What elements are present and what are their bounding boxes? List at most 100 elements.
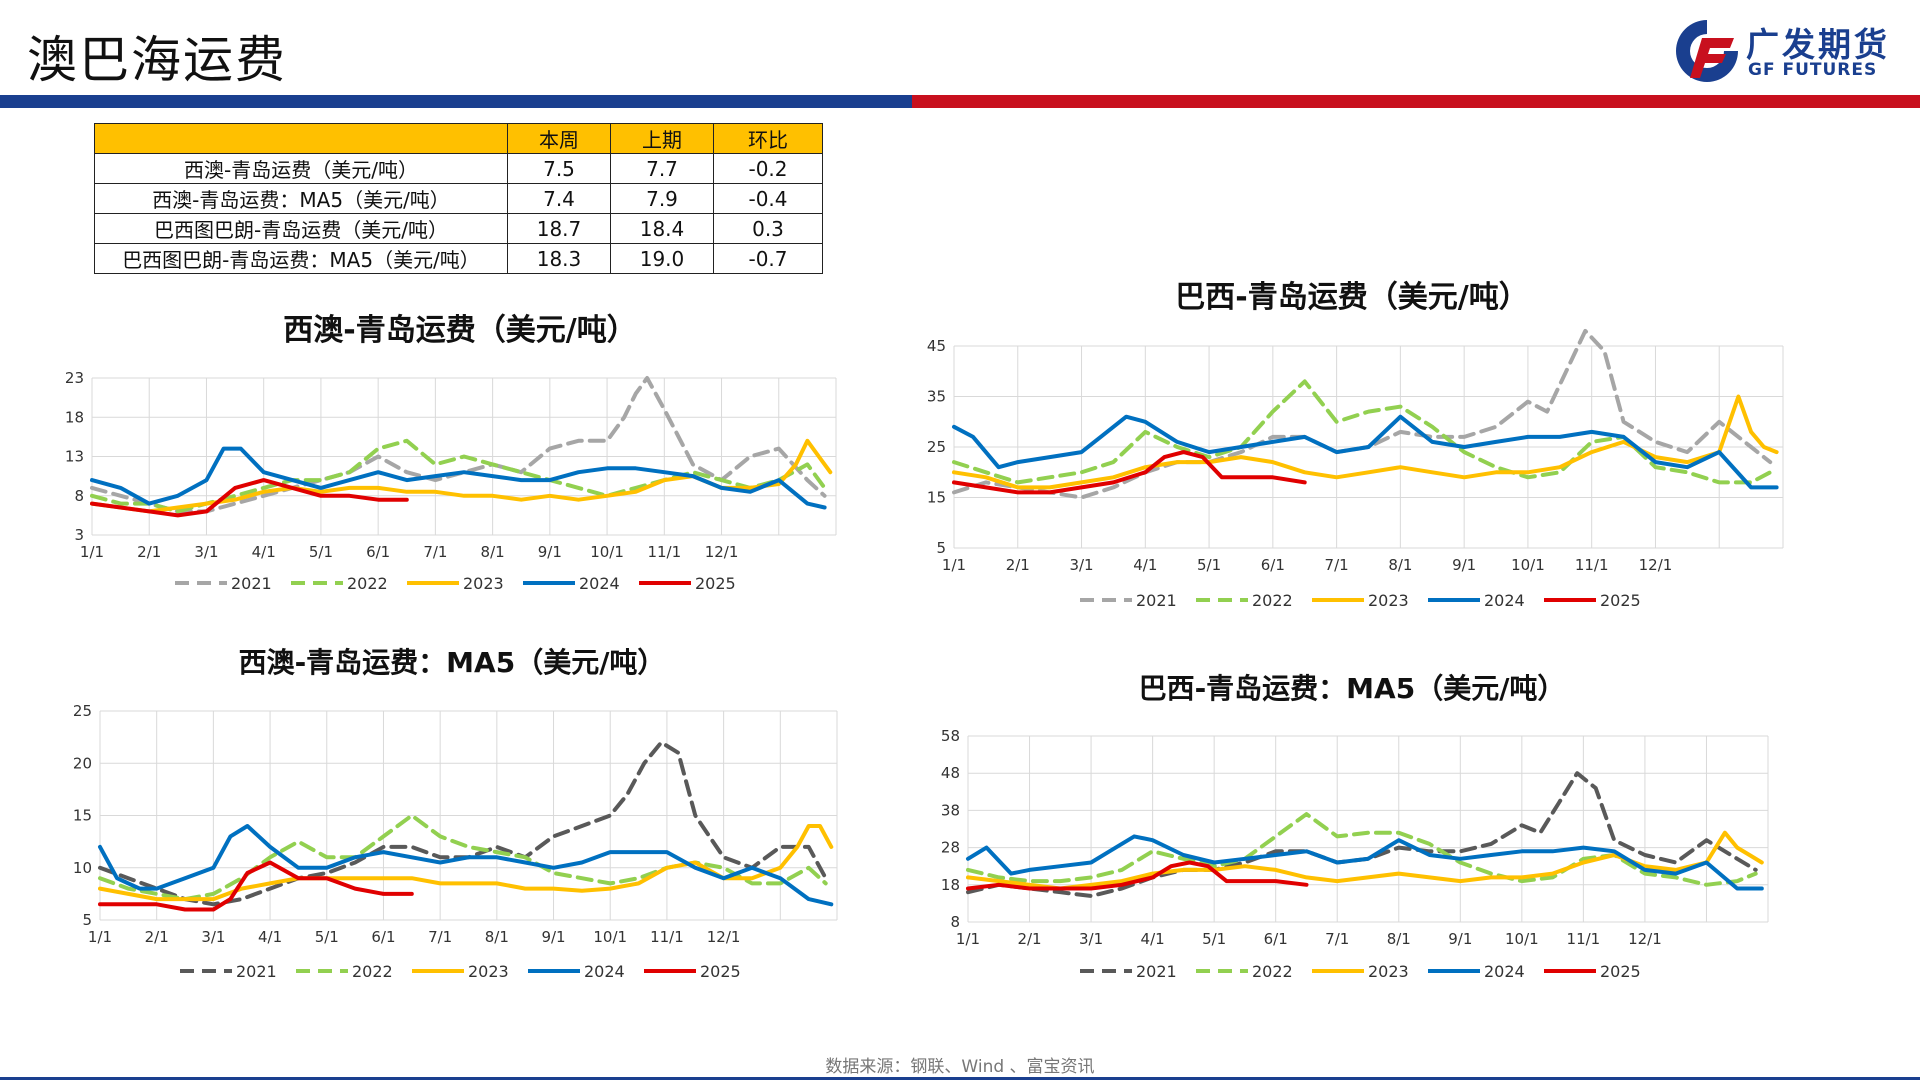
series-line-2023	[90, 438, 833, 514]
y-tick-label: 18	[65, 408, 84, 426]
y-tick-label: 48	[941, 764, 960, 782]
y-tick-label: 35	[927, 388, 946, 406]
table-header-cell: 上期	[610, 123, 714, 154]
table-cell: 巴西图巴朗-青岛运费（美元/吨）	[94, 213, 508, 244]
y-tick-label: 8	[74, 487, 84, 505]
table-cell: 巴西图巴朗-青岛运费：MA5（美元/吨）	[94, 243, 508, 274]
chart-1: 西澳-青岛运费（美元/吨） 3 8 13 18 23 1/1 2/1 3/1 4/1 5/1 6/1 7…	[65, 313, 837, 593]
y-tick-label: 58	[941, 727, 960, 745]
x-tick-label: 3/1	[194, 543, 218, 561]
x-tick-label: 4/1	[1133, 556, 1157, 574]
y-tick-label: 8	[950, 913, 960, 931]
table-header-row: 本周 上期 环比	[94, 123, 823, 154]
series-line-2021	[952, 328, 1773, 500]
legend-label: 2021	[236, 962, 277, 981]
chart-2: 巴西-青岛运费（美元/吨） 5 15 25 35 45 1/1 2/1 3/1 4/1 5/1 6/1…	[927, 280, 1784, 610]
y-tick-label: 15	[73, 807, 92, 825]
x-tick-label: 9/1	[1448, 930, 1472, 948]
y-tick-label: 38	[941, 801, 960, 819]
gf-logo-icon	[1676, 20, 1738, 82]
legend-label: 2024	[579, 574, 620, 593]
legend-label: 2023	[463, 574, 504, 593]
table-row: 西澳-青岛运费：MA5（美元/吨） 7.4 7.9 -0.4	[94, 183, 823, 214]
series-line-2024	[98, 824, 834, 907]
y-tick-label: 23	[65, 369, 84, 387]
logo-text-en: GF FUTURES	[1748, 60, 1878, 80]
series-line-2023	[952, 394, 1779, 490]
y-tick-label: 20	[73, 754, 92, 772]
x-tick-label: 8/1	[1387, 930, 1411, 948]
table-cell: 19.0	[610, 243, 714, 274]
x-tick-label: 9/1	[541, 928, 565, 946]
x-tick-label: 4/1	[252, 543, 276, 561]
series-line-2022	[90, 438, 827, 514]
y-tick-label: 15	[927, 489, 946, 507]
legend-label: 2025	[695, 574, 736, 593]
series-line-2024	[952, 414, 1779, 490]
x-tick-label: 8/1	[1388, 556, 1412, 574]
legend-label: 2021	[1136, 962, 1177, 981]
logo-text-cn: 广发期货	[1746, 25, 1890, 64]
x-tick-label: 1/1	[88, 928, 112, 946]
chart-title: 西澳-青岛运费（美元/吨）	[283, 313, 636, 348]
x-tick-label: 9/1	[538, 543, 562, 561]
legend-label: 2021	[1136, 591, 1177, 610]
series-line-2025	[966, 860, 1309, 891]
series-line-2025	[98, 860, 414, 912]
x-tick-label: 2/1	[145, 928, 169, 946]
x-tick-label: 7/1	[1325, 930, 1349, 948]
series-line-2021	[90, 376, 827, 514]
table-cell: 7.4	[507, 183, 611, 214]
x-tick-label: 5/1	[1202, 930, 1226, 948]
table-row: 巴西图巴朗-青岛运费（美元/吨） 18.7 18.4 0.3	[94, 213, 823, 244]
x-tick-label: 1/1	[80, 543, 104, 561]
table-cell: 0.3	[713, 213, 823, 244]
x-tick-label: 10/1	[1505, 930, 1539, 948]
chart-title: 西澳-青岛运费：MA5（美元/吨）	[239, 646, 666, 679]
table-cell: -0.4	[713, 183, 823, 214]
x-tick-label: 6/1	[371, 928, 395, 946]
series-line-2021	[98, 740, 828, 907]
y-tick-label: 13	[65, 448, 84, 466]
x-tick-label: 7/1	[1325, 556, 1349, 574]
x-tick-label: 5/1	[1197, 556, 1221, 574]
legend-label: 2022	[352, 962, 393, 981]
table-cell: 7.9	[610, 183, 714, 214]
table-header-cell	[94, 123, 508, 154]
x-tick-label: 12/1	[705, 543, 739, 561]
table-header-cell: 环比	[713, 123, 823, 154]
y-tick-label: 25	[73, 702, 92, 720]
x-tick-label: 3/1	[1069, 556, 1093, 574]
y-tick-label: 18	[941, 876, 960, 894]
series-line-2022	[98, 813, 828, 902]
x-tick-label: 10/1	[593, 928, 627, 946]
page-title: 澳巴海运费	[27, 31, 287, 89]
table-cell: 18.7	[507, 213, 611, 244]
table-row: 巴西图巴朗-青岛运费：MA5（美元/吨） 18.3 19.0 -0.7	[94, 243, 823, 274]
series-line-2024	[966, 834, 1764, 891]
series-line-2021	[966, 771, 1758, 898]
x-tick-label: 6/1	[1264, 930, 1288, 948]
x-tick-label: 11/1	[1567, 930, 1601, 948]
x-tick-label: 9/1	[1452, 556, 1476, 574]
legend-label: 2025	[1600, 591, 1641, 610]
y-tick-label: 25	[927, 438, 946, 456]
legend-label: 2025	[1600, 962, 1641, 981]
legend-label: 2025	[700, 962, 741, 981]
y-tick-label: 3	[74, 526, 84, 544]
y-tick-label: 45	[927, 337, 946, 355]
legend-label: 2022	[1252, 591, 1293, 610]
x-tick-label: 10/1	[590, 543, 624, 561]
table-cell: 18.4	[610, 213, 714, 244]
header-bar-blue	[0, 95, 912, 108]
table-cell: 7.7	[610, 153, 714, 184]
table-cell: -0.7	[713, 243, 823, 274]
x-tick-label: 6/1	[366, 543, 390, 561]
summary-table: 本周 上期 环比 西澳-青岛运费（美元/吨） 7.5 7.7 -0.2 西澳-青…	[94, 123, 823, 274]
series-line-2024	[90, 446, 827, 510]
x-tick-label: 5/1	[315, 928, 339, 946]
x-tick-label: 4/1	[258, 928, 282, 946]
table-cell: 西澳-青岛运费：MA5（美元/吨）	[94, 183, 508, 214]
y-tick-label: 10	[73, 859, 92, 877]
